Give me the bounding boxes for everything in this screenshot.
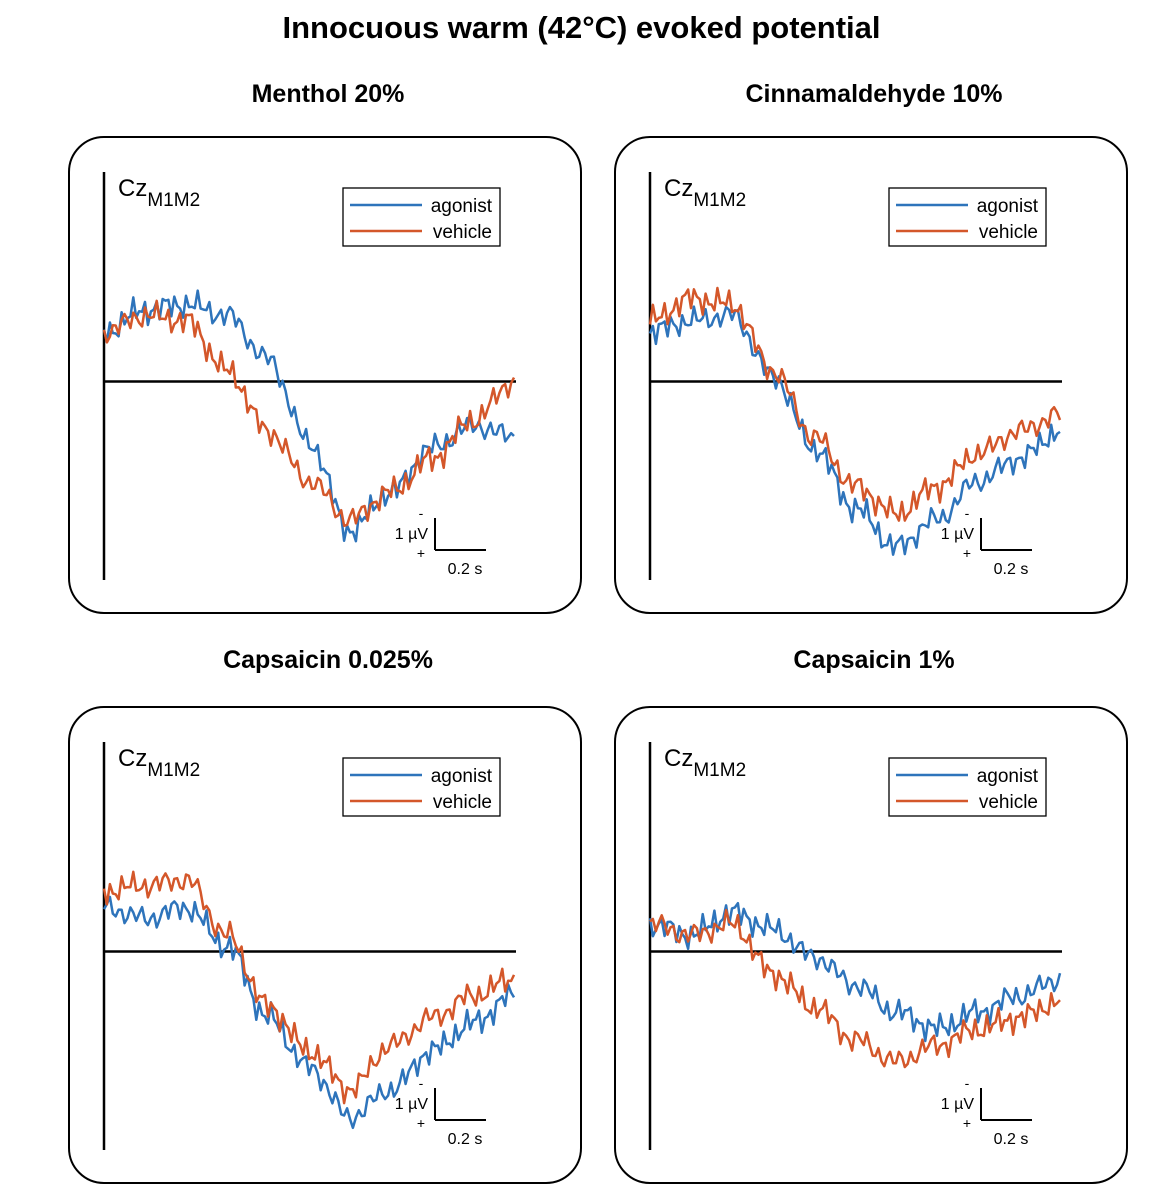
channel-name: Cz (664, 175, 693, 202)
legend-label-agonist: agonist (977, 196, 1039, 217)
trace-vehicle (102, 299, 516, 528)
scalebar: 1 µV - +0.2 s (395, 1075, 486, 1148)
chart-panel-4: CzM1M2 agonist vehicle 1 µV - +0.2 s (614, 706, 1128, 1184)
scalebar-pos-sign: + (963, 1115, 971, 1131)
scalebar-neg-sign: - (965, 1075, 970, 1091)
channel-subscript: M1M2 (693, 190, 746, 211)
panel-title-4: Capsaicin 1% (793, 646, 955, 674)
channel-name: Cz (118, 745, 147, 772)
channel-label: CzM1M2 (118, 745, 200, 781)
scalebar: 1 µV - +0.2 s (941, 1075, 1032, 1148)
chart-panel-3: CzM1M2 agonist vehicle 1 µV - +0.2 s (68, 706, 582, 1184)
channel-label: CzM1M2 (118, 175, 200, 211)
legend: agonist vehicle (342, 187, 501, 247)
legend-box (888, 757, 1047, 817)
scalebar-x-label: 0.2 s (994, 1131, 1029, 1148)
scalebar-pos-sign: + (963, 545, 971, 561)
panel-title-2: Cinnamaldehyde 10% (745, 80, 1003, 108)
trace-vehicle (648, 286, 1062, 522)
legend-label-vehicle: vehicle (433, 792, 492, 813)
chart-svg-3: CzM1M2 agonist vehicle 1 µV - +0.2 s (102, 742, 516, 1150)
scalebar-x-label: 0.2 s (448, 1131, 483, 1148)
channel-subscript: M1M2 (693, 760, 746, 781)
scalebar-neg-sign: - (965, 505, 970, 521)
channel-subscript: M1M2 (147, 190, 200, 211)
channel-name: Cz (664, 745, 693, 772)
scalebar-y-label: 1 µV (941, 1096, 975, 1113)
scalebar-neg-sign: - (419, 1075, 424, 1091)
scalebar-y-label: 1 µV (395, 526, 429, 543)
scalebar-x-label: 0.2 s (448, 561, 483, 578)
legend-box (342, 187, 501, 247)
legend-label-agonist: agonist (431, 196, 493, 217)
legend: agonist vehicle (888, 187, 1047, 247)
scalebar-y-label: 1 µV (941, 526, 975, 543)
legend: agonist vehicle (888, 757, 1047, 817)
legend-label-agonist: agonist (977, 766, 1039, 787)
channel-name: Cz (118, 175, 147, 202)
legend-box (342, 757, 501, 817)
scalebar-pos-sign: + (417, 545, 425, 561)
legend-label-agonist: agonist (431, 766, 493, 787)
trace-agonist (102, 895, 516, 1130)
legend-label-vehicle: vehicle (979, 792, 1038, 813)
legend: agonist vehicle (342, 757, 501, 817)
chart-svg-4: CzM1M2 agonist vehicle 1 µV - +0.2 s (648, 742, 1062, 1150)
trace-agonist (648, 305, 1061, 556)
scalebar-neg-sign: - (419, 505, 424, 521)
scalebar: 1 µV - +0.2 s (395, 505, 486, 578)
figure-title: Innocuous warm (42°C) evoked potential (282, 10, 881, 45)
trace-vehicle (102, 870, 516, 1105)
channel-subscript: M1M2 (147, 760, 200, 781)
chart-svg-2: CzM1M2 agonist vehicle 1 µV - +0.2 s (648, 172, 1062, 580)
chart-panel-2: CzM1M2 agonist vehicle 1 µV - +0.2 s (614, 136, 1128, 614)
chart-svg-1: CzM1M2 agonist vehicle 1 µV - +0.2 s (102, 172, 516, 580)
scalebar-pos-sign: + (417, 1115, 425, 1131)
scalebar: 1 µV - +0.2 s (941, 505, 1032, 578)
channel-label: CzM1M2 (664, 745, 746, 781)
panel-title-1: Menthol 20% (251, 80, 405, 108)
trace-agonist (648, 901, 1062, 1043)
panel-title-3: Capsaicin 0.025% (223, 646, 433, 674)
legend-box (888, 187, 1047, 247)
legend-label-vehicle: vehicle (979, 222, 1038, 243)
trace-agonist (102, 289, 515, 543)
trace-vehicle (649, 908, 1061, 1069)
scalebar-y-label: 1 µV (395, 1096, 429, 1113)
legend-label-vehicle: vehicle (433, 222, 492, 243)
channel-label: CzM1M2 (664, 175, 746, 211)
scalebar-x-label: 0.2 s (994, 561, 1029, 578)
chart-panel-1: CzM1M2 agonist vehicle 1 µV - +0.2 s (68, 136, 582, 614)
